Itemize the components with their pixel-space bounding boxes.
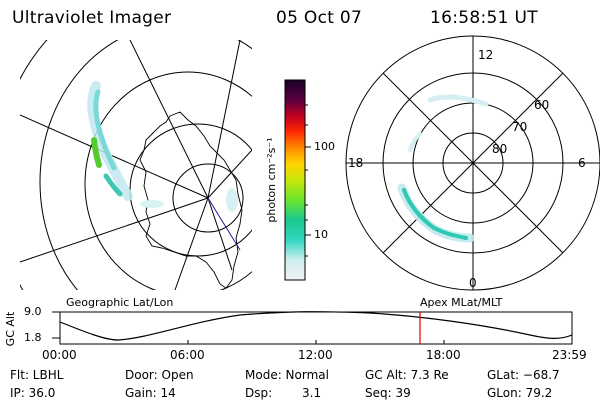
- antarctica-coastline: [139, 111, 243, 289]
- lat-label-60: 60: [534, 98, 550, 112]
- colorbar-unit-label: photon cm⁻²s⁻¹: [265, 137, 278, 223]
- dsp-label: Dsp:: [245, 386, 273, 400]
- gain-info: Gain: 14: [125, 386, 176, 400]
- timeline-left-title: Geographic Lat/Lon: [66, 296, 174, 309]
- ip-info: IP: 36.0: [10, 386, 56, 400]
- colorbar-tick-100: 100: [314, 140, 335, 153]
- orbit-altitude-curve: [59, 311, 573, 341]
- mlt-label-0: 0: [469, 276, 477, 290]
- timeline-y-tick-1-8: 1.8: [24, 331, 42, 344]
- instrument-title: Ultraviolet Imager: [12, 8, 172, 28]
- filter-info: Flt: LBHL: [10, 368, 64, 382]
- timeline-x-tick-1200: 12:00: [298, 348, 333, 362]
- aurora-emission-left: [87, 81, 238, 212]
- door-info: Door: Open: [125, 368, 194, 382]
- timeline-x-tick-1800: 18:00: [426, 348, 461, 362]
- time-label: 16:58:51 UT: [430, 8, 538, 28]
- timeline-y-tick-9: 9.0: [24, 305, 42, 318]
- colorbar: [284, 79, 306, 281]
- polar-plot: [345, 35, 600, 291]
- dsp-value: 3.1: [302, 386, 322, 400]
- date-label: 05 Oct 07: [276, 8, 363, 28]
- timeline-x-tick-0600: 06:00: [170, 348, 205, 362]
- colorbar-ticks: [305, 104, 311, 257]
- gc-alt-info: GC Alt: 7.3 Re: [365, 368, 449, 382]
- mlt-label-12: 12: [478, 48, 494, 62]
- timeline-right-title: Apex MLat/MLT: [420, 296, 503, 309]
- blue-reference-line: [207, 197, 241, 251]
- seq-info: Seq: 39: [365, 386, 411, 400]
- mode-info: Mode: Normal: [245, 368, 329, 382]
- mlt-label-6: 6: [578, 156, 586, 170]
- aurora-emission-right: [397, 94, 489, 243]
- lat-label-70: 70: [512, 120, 528, 134]
- mlt-label-18: 18: [348, 156, 364, 170]
- colorbar-tick-10: 10: [314, 228, 328, 241]
- lat-label-80: 80: [492, 142, 508, 156]
- glat-info: GLat: −68.7: [487, 368, 560, 382]
- geographic-map: [20, 40, 252, 290]
- timeline-x-tick-2359: 23:59: [552, 348, 587, 362]
- longitude-lines: [20, 40, 252, 290]
- timeline-ylabel: GC Alt: [4, 311, 17, 347]
- glon-info: GLon: 79.2: [487, 386, 553, 400]
- timeline-x-ticks: [59, 340, 573, 344]
- timeline-x-tick-0000: 00:00: [42, 348, 77, 362]
